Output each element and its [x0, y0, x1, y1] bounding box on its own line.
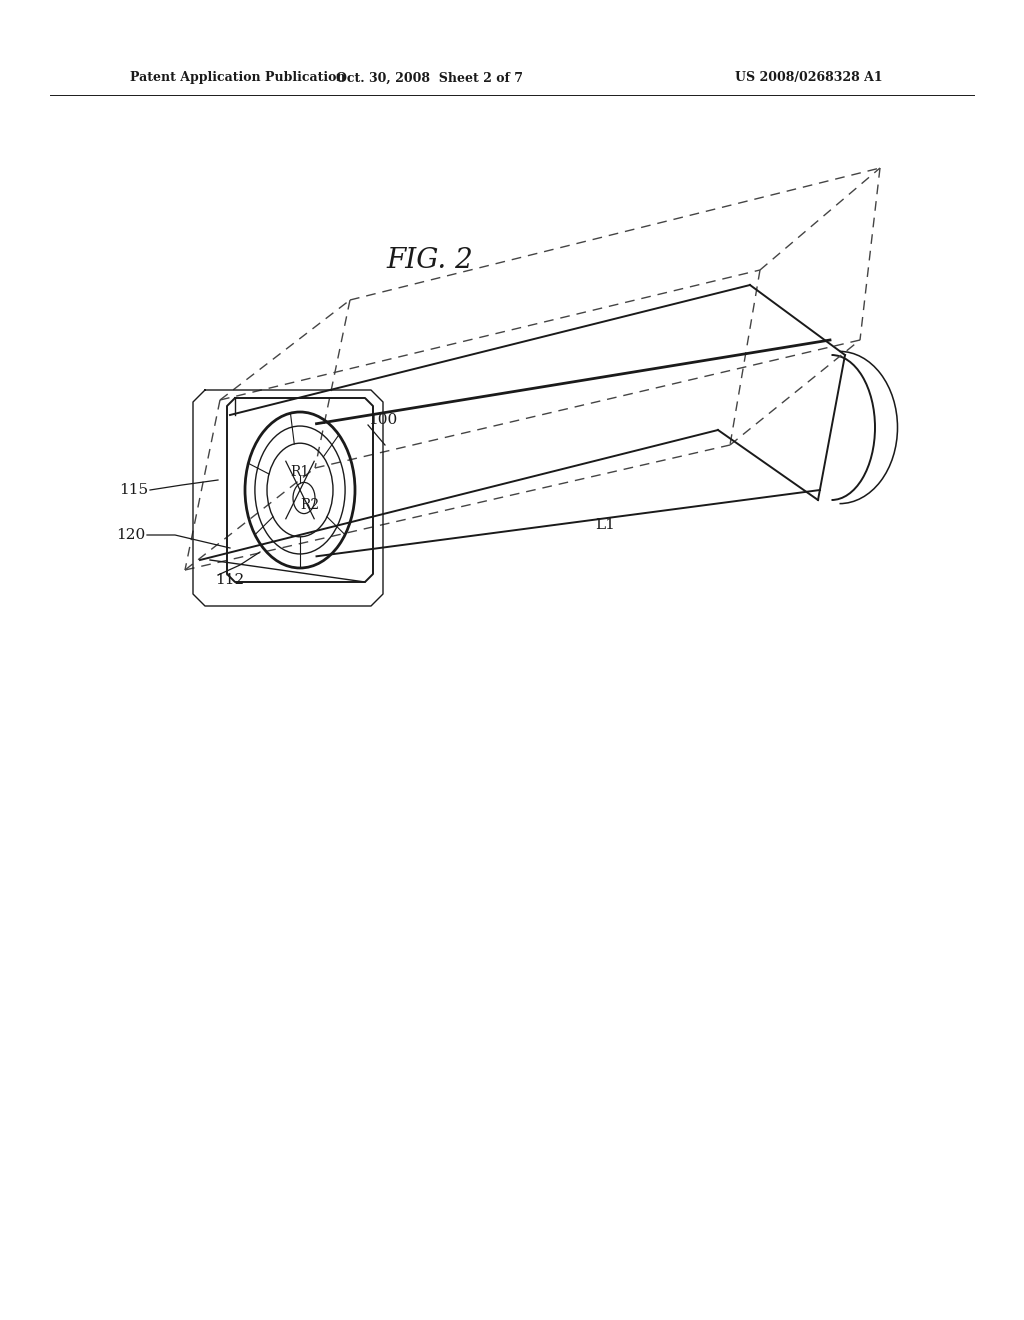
Text: Oct. 30, 2008  Sheet 2 of 7: Oct. 30, 2008 Sheet 2 of 7 [337, 71, 523, 84]
Text: R2: R2 [300, 498, 319, 512]
Text: 115: 115 [119, 483, 148, 498]
Text: FIG. 2: FIG. 2 [387, 247, 473, 273]
Text: L1: L1 [595, 517, 614, 532]
Text: 100: 100 [368, 413, 397, 426]
Text: US 2008/0268328 A1: US 2008/0268328 A1 [735, 71, 883, 84]
Text: Patent Application Publication: Patent Application Publication [130, 71, 345, 84]
Text: 112: 112 [215, 573, 245, 587]
Text: 120: 120 [116, 528, 145, 543]
Text: R1: R1 [291, 465, 309, 479]
